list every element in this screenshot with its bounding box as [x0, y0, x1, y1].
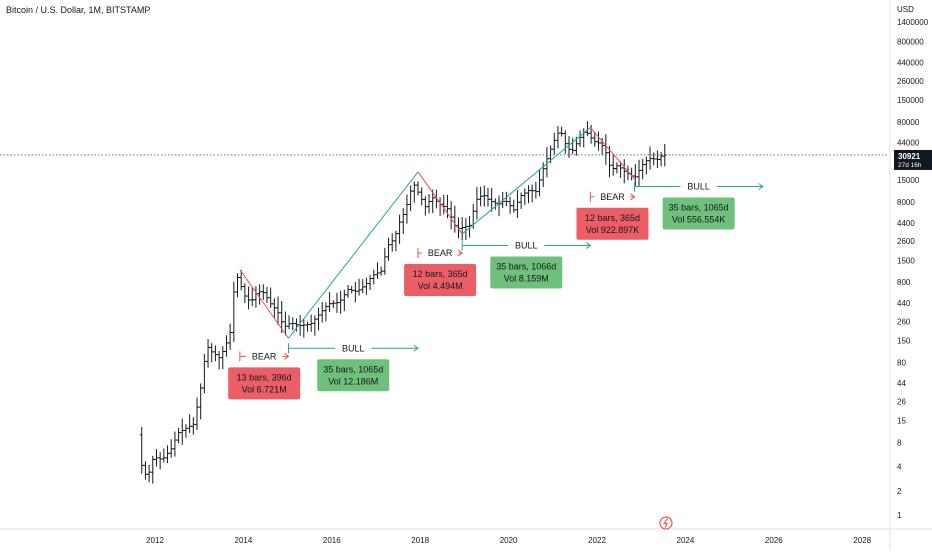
bear-range-arrow [457, 249, 464, 257]
lightning-icon[interactable] [659, 516, 673, 530]
bear-trendline [239, 269, 289, 339]
y-tick-label: 80000 [897, 118, 920, 127]
bull-range-arrow [413, 344, 419, 352]
last-price-value: 30921 [898, 152, 921, 161]
y-tick-label: 150 [897, 337, 911, 346]
lightning-bolt-icon [662, 518, 668, 528]
x-tick-label: 2022 [588, 536, 606, 545]
y-tick-label: 80 [897, 358, 906, 367]
stats-bars-duration: 35 bars, 1066d [496, 261, 556, 271]
y-tick-label: 4400 [897, 219, 915, 228]
bull-range-label: BULL [687, 182, 710, 192]
y-tick-label: 440000 [897, 58, 924, 67]
bear-stats-box[interactable] [228, 367, 301, 400]
stats-volume: Vol 12.186M [328, 376, 378, 386]
bull-range-label: BULL [515, 240, 538, 250]
bear-trendline [417, 171, 463, 235]
stats-bars-duration: 12 bars, 365d [585, 213, 640, 223]
y-tick-label: 15000 [897, 176, 920, 185]
bull-trendline [461, 127, 591, 235]
x-tick-label: 2018 [411, 536, 429, 545]
y-tick-label: 8000 [897, 198, 915, 207]
bull-stats-box[interactable] [490, 256, 563, 289]
bear-range-label: BEAR [428, 248, 453, 258]
x-tick-label: 2024 [677, 536, 695, 545]
y-tick-label: 2600 [897, 237, 915, 246]
stats-bars-duration: 35 bars, 1065d [669, 203, 729, 213]
x-tick-label: 2014 [235, 536, 253, 545]
bear-trendline [589, 127, 635, 180]
bear-range-label: BEAR [600, 192, 625, 202]
stats-volume: Vol 4.494M [418, 281, 463, 291]
y-tick-label: 4 [897, 463, 902, 472]
x-tick-label: 2016 [323, 536, 341, 545]
x-tick-label: 2020 [500, 536, 518, 545]
y-tick-label: 8 [897, 439, 902, 448]
y-tick-label: 800000 [897, 38, 924, 47]
stats-volume: Vol 6.721M [242, 384, 287, 394]
bear-range-label: BEAR [252, 351, 277, 361]
bear-stats-box[interactable] [404, 264, 477, 297]
stats-bars-duration: 35 bars, 1065d [323, 364, 383, 374]
y-tick-label: 800 [897, 278, 911, 287]
chart-title: Bitcoin / U.S. Dollar, 1M, BITSTAMP [6, 5, 151, 15]
last-price-tag [894, 149, 932, 170]
bull-stats-box[interactable] [317, 359, 390, 392]
last-price-countdown: 27d 16h [898, 162, 922, 169]
stats-volume: Vol 8.159M [504, 273, 549, 283]
bear-stats-box[interactable] [576, 207, 649, 240]
y-tick-label: 2 [897, 487, 902, 496]
y-tick-label: 1500 [897, 256, 915, 265]
x-tick-label: 2026 [765, 536, 783, 545]
y-tick-label: 1400000 [897, 18, 929, 27]
y-tick-label: 15 [897, 417, 906, 426]
bull-range-arrow [586, 242, 592, 249]
x-tick-label: 2028 [853, 536, 871, 545]
y-tick-label: 44000 [897, 139, 920, 148]
y-tick-label: 26 [897, 398, 906, 407]
stats-bars-duration: 13 bars, 396d [237, 372, 292, 382]
stats-volume: Vol 556.554K [672, 215, 726, 225]
bull-range-label: BULL [342, 343, 365, 353]
y-tick-label: 44 [897, 379, 906, 388]
currency-label: USD [897, 5, 914, 14]
stats-volume: Vol 922.897K [586, 225, 640, 235]
x-tick-label: 2012 [146, 536, 164, 545]
y-tick-label: 1 [897, 511, 902, 520]
bear-range-arrow [630, 193, 636, 201]
bull-range-arrow [758, 183, 764, 190]
bull-trendline [288, 171, 419, 339]
y-tick-label: 150000 [897, 96, 924, 105]
bull-stats-box[interactable] [662, 197, 735, 230]
y-tick-label: 260000 [897, 77, 924, 86]
y-tick-label: 440 [897, 299, 911, 308]
y-tick-label: 260 [897, 317, 911, 326]
bear-range-arrow [284, 353, 290, 360]
stats-bars-duration: 12 bars, 365d [413, 269, 468, 279]
